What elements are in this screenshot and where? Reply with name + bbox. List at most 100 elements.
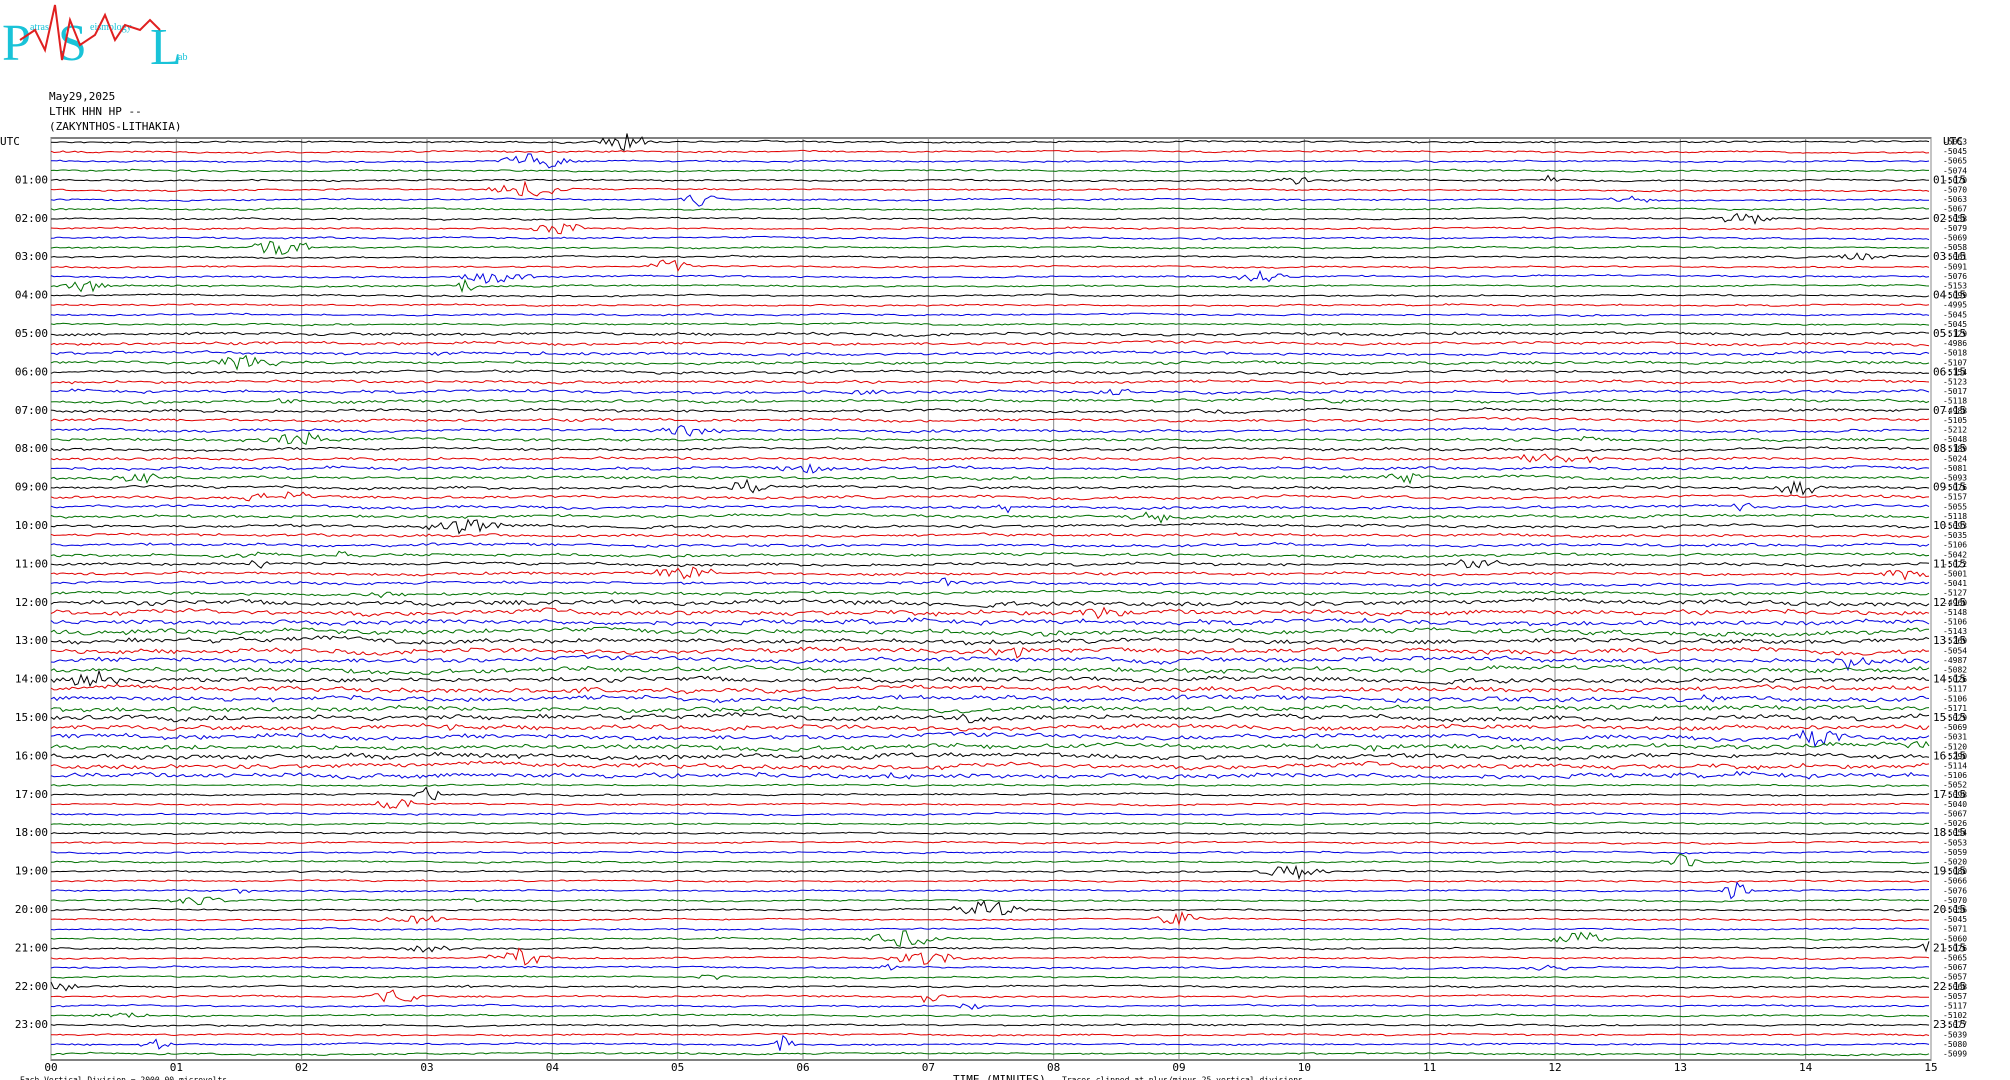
- trace: [50, 235, 1930, 241]
- trace: [50, 989, 1929, 1004]
- trace: [50, 293, 1930, 298]
- hour-label-right: 05:15: [1933, 327, 1966, 340]
- station: LTHK HHN HP --: [49, 105, 142, 118]
- trace-offset: -5070: [1943, 186, 1967, 195]
- trace-offset: -5076: [1943, 272, 1967, 281]
- trace: [50, 910, 1929, 927]
- trace-offset: -5048: [1943, 435, 1967, 444]
- trace-offset: -5269: [1943, 637, 1967, 646]
- trace-offset: -5102: [1943, 1011, 1967, 1020]
- axis-title: TIME (MINUTES): [953, 1073, 1046, 1080]
- hour-label-right: 11:15: [1933, 557, 1966, 570]
- hour-label-left: 19:00: [15, 865, 48, 878]
- trace: [50, 541, 1930, 548]
- hour-label-left: 07:00: [15, 404, 48, 417]
- trace-offset: -5059: [1943, 848, 1967, 857]
- trace: [50, 751, 1930, 762]
- trace: [50, 626, 1930, 638]
- trace-offset: -5117: [1943, 685, 1967, 694]
- trace: [50, 168, 1929, 173]
- trace: [50, 174, 1930, 185]
- trace-offset: -5053: [1943, 838, 1967, 847]
- hour-label-left: 23:00: [15, 1018, 48, 1031]
- trace-offset: -5079: [1943, 224, 1967, 233]
- trace-offset: -5065: [1943, 157, 1967, 166]
- trace: [50, 1023, 1930, 1028]
- trace: [50, 654, 1930, 672]
- trace-offset: -5060: [1943, 934, 1967, 943]
- trace-offset: -5018: [1943, 349, 1967, 358]
- hour-label-left: 16:00: [15, 749, 48, 762]
- trace: [50, 683, 1930, 695]
- division-note: Each Vertical Division = 2000.00 microvo…: [20, 1076, 227, 1080]
- trace: [50, 1003, 1930, 1010]
- minute-label: 08: [1047, 1061, 1060, 1074]
- trace-offset: -5070: [1943, 176, 1967, 185]
- trace: [50, 589, 1930, 599]
- trace-offset: -5076: [1943, 886, 1967, 895]
- trace-offset: -5057: [1943, 973, 1967, 982]
- trace: [50, 491, 1930, 502]
- trace: [50, 212, 1929, 225]
- trace: [50, 646, 1930, 659]
- trace-offset: -5077: [1943, 1021, 1967, 1030]
- trace: [50, 821, 1930, 826]
- trace-offset: -5212: [1943, 426, 1967, 435]
- hour-label-left: 10:00: [15, 519, 48, 532]
- trace: [50, 446, 1930, 453]
- hour-label-left: 18:00: [15, 826, 48, 839]
- clip-note: Traces clipped at plus/minus 25 vertical…: [1062, 1076, 1303, 1080]
- trace-offset: -5067: [1943, 205, 1967, 214]
- trace: [50, 133, 1930, 152]
- trace: [50, 453, 1930, 464]
- minute-label: 02: [295, 1061, 308, 1074]
- trace: [50, 606, 1930, 620]
- trace: [50, 694, 1930, 704]
- trace: [50, 831, 1930, 836]
- trace-offset: -5153: [1943, 282, 1967, 291]
- trace-offset: -5074: [1943, 166, 1967, 175]
- trace: [50, 577, 1930, 587]
- minute-label: 11: [1423, 1061, 1436, 1074]
- date: May29,2025: [49, 90, 115, 103]
- hour-label-right: 18:15: [1933, 826, 1966, 839]
- trace: [50, 635, 1930, 646]
- trace-offset: -5056: [1943, 906, 1967, 915]
- trace-offset: -5020: [1943, 858, 1967, 867]
- trace: [51, 881, 1930, 900]
- trace-offset: -5157: [1943, 493, 1967, 502]
- trace-offset: -5040: [1943, 800, 1967, 809]
- trace: [50, 379, 1930, 385]
- trace: [50, 782, 1930, 788]
- hour-label-right: 06:15: [1933, 365, 1966, 378]
- trace-offset: -5045: [1943, 310, 1967, 319]
- trace-offset: -5099: [1943, 1050, 1967, 1059]
- trace-offset: -5129: [1943, 330, 1967, 339]
- trace: [50, 149, 1930, 154]
- trace-offset: -5091: [1943, 262, 1967, 271]
- trace: [50, 354, 1930, 371]
- trace-offset: -5022: [1943, 560, 1967, 569]
- trace: [50, 1012, 1930, 1018]
- trace-offset: -5058: [1943, 214, 1967, 223]
- trace: [50, 770, 1930, 780]
- trace-offset: -5154: [1943, 368, 1967, 377]
- hour-label-right: 19:15: [1933, 865, 1966, 878]
- trace-offset: -5045: [1943, 320, 1967, 329]
- hour-label-right: UTC: [1943, 135, 1963, 148]
- trace: [50, 532, 1930, 539]
- trace-offset: -5067: [1943, 810, 1967, 819]
- logo: P S L atras eismology ab: [2, 4, 187, 76]
- trace: [50, 303, 1930, 308]
- hour-label-left: 17:00: [15, 788, 48, 801]
- hour-label-right: 16:15: [1933, 749, 1966, 762]
- minute-label: 05: [671, 1061, 684, 1074]
- trace: [51, 1034, 1930, 1051]
- trace: [50, 502, 1930, 514]
- trace: [50, 425, 1930, 437]
- trace: [50, 223, 1930, 235]
- trace-offset: -5082: [1943, 666, 1967, 675]
- trace-offset: -5118: [1943, 397, 1967, 406]
- trace: [50, 463, 1930, 474]
